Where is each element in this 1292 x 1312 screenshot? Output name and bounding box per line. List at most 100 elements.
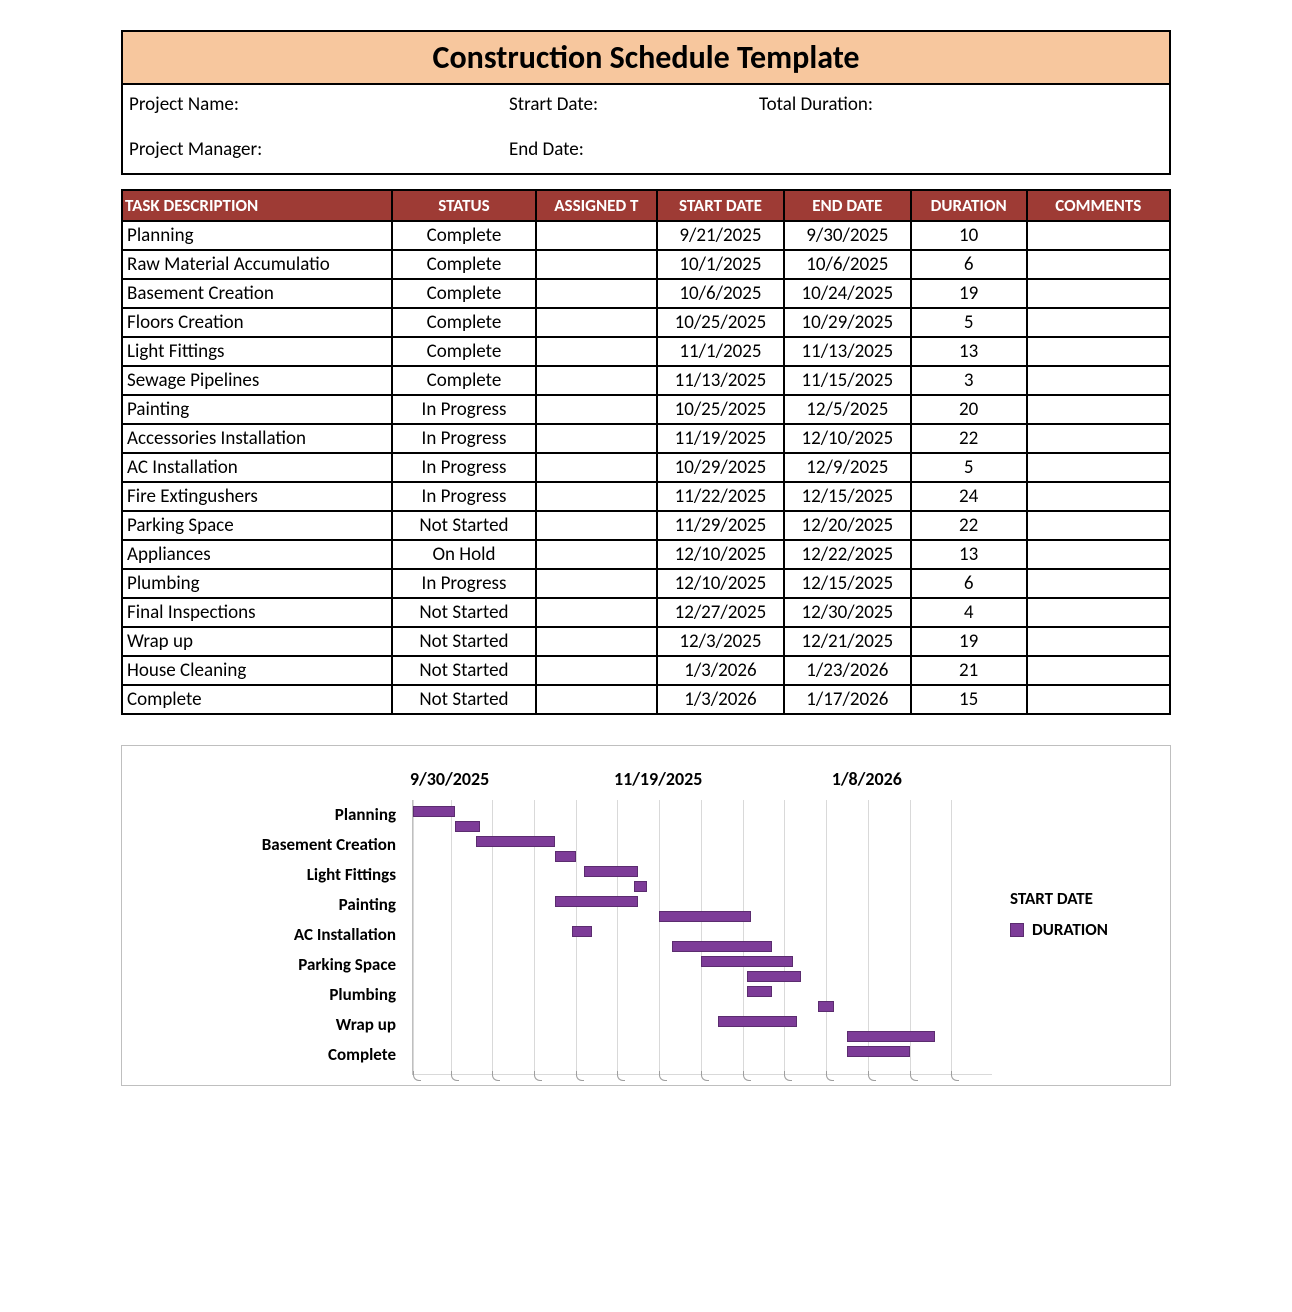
gantt-bar [747,986,772,997]
cell-end: 12/15/2025 [784,569,911,598]
gridline [951,800,952,1075]
cell-end: 9/30/2025 [784,221,911,250]
axis-tick [617,1071,625,1081]
table-row: Parking SpaceNot Started11/29/202512/20/… [122,511,1170,540]
axis-tick [492,1071,500,1081]
cell-start: 9/21/2025 [657,221,784,250]
cell-desc: Floors Creation [122,308,392,337]
y-axis-label: Parking Space [132,950,412,980]
cell-desc: Accessories Installation [122,424,392,453]
cell-status: In Progress [392,453,535,482]
cell-desc: Wrap up [122,627,392,656]
cell-duration: 22 [911,424,1027,453]
cell-status: Not Started [392,511,535,540]
cell-assigned [536,366,657,395]
cell-comments [1027,511,1170,540]
gridline [701,800,702,1075]
cell-comments [1027,308,1170,337]
cell-status: On Hold [392,540,535,569]
gantt-chart: PlanningBasement CreationLight FittingsP… [121,745,1171,1086]
cell-duration: 22 [911,511,1027,540]
cell-end: 10/24/2025 [784,279,911,308]
schedule-template: Construction Schedule Template Project N… [121,30,1171,1086]
cell-duration: 10 [911,221,1027,250]
axis-tick [576,1071,584,1081]
cell-status: Complete [392,308,535,337]
cell-assigned [536,395,657,424]
cell-assigned [536,627,657,656]
axis-tick [659,1071,667,1081]
project-manager-label: Project Manager: [129,138,509,161]
table-row: CompleteNot Started1/3/20261/17/202615 [122,685,1170,714]
y-axis-label: Painting [132,890,412,920]
cell-start: 11/13/2025 [657,366,784,395]
cell-duration: 21 [911,656,1027,685]
cell-start: 10/25/2025 [657,395,784,424]
cell-start: 1/3/2026 [657,656,784,685]
cell-assigned [536,279,657,308]
cell-duration: 19 [911,279,1027,308]
cell-start: 10/1/2025 [657,250,784,279]
cell-status: In Progress [392,395,535,424]
cell-assigned [536,569,657,598]
axis-tick [868,1071,876,1081]
cell-end: 10/6/2025 [784,250,911,279]
cell-duration: 4 [911,598,1027,627]
cell-comments [1027,656,1170,685]
axis-tick [784,1071,792,1081]
cell-desc: Light Fittings [122,337,392,366]
gantt-bar [672,941,772,952]
cell-desc: Plumbing [122,569,392,598]
task-table: TASK DESCRIPTION STATUS ASSIGNED T START… [121,189,1171,715]
cell-status: Complete [392,221,535,250]
table-row: PlumbingIn Progress12/10/202512/15/20256 [122,569,1170,598]
start-date-label: Strart Date: [509,93,759,116]
col-start-date: START DATE [657,190,784,221]
cell-duration: 5 [911,308,1027,337]
legend-swatch-icon [1010,923,1024,937]
gantt-bar [476,836,555,847]
cell-status: In Progress [392,424,535,453]
cell-comments [1027,395,1170,424]
cell-duration: 15 [911,685,1027,714]
cell-desc: Appliances [122,540,392,569]
cell-assigned [536,482,657,511]
cell-status: Not Started [392,685,535,714]
gantt-bar [572,926,593,937]
cell-comments [1027,540,1170,569]
gridline [784,800,785,1075]
gantt-bar [455,821,480,832]
y-axis-label: AC Installation [132,920,412,950]
cell-duration: 13 [911,337,1027,366]
col-end-date: END DATE [784,190,911,221]
gantt-bar [584,866,638,877]
gantt-bar [701,956,793,967]
cell-desc: Parking Space [122,511,392,540]
gantt-bar [718,1016,797,1027]
cell-duration: 20 [911,395,1027,424]
cell-start: 11/19/2025 [657,424,784,453]
cell-start: 11/29/2025 [657,511,784,540]
col-duration: DURATION [911,190,1027,221]
cell-comments [1027,279,1170,308]
cell-start: 1/3/2026 [657,685,784,714]
y-axis-label: Complete [132,1040,412,1070]
cell-duration: 6 [911,569,1027,598]
cell-end: 10/29/2025 [784,308,911,337]
cell-desc: AC Installation [122,453,392,482]
col-comments: COMMENTS [1027,190,1170,221]
table-row: PaintingIn Progress10/25/202512/5/202520 [122,395,1170,424]
gridline [659,800,660,1075]
cell-status: Complete [392,337,535,366]
col-task-description: TASK DESCRIPTION [122,190,392,221]
gantt-y-axis: PlanningBasement CreationLight FittingsP… [132,768,412,1075]
cell-comments [1027,482,1170,511]
axis-tick [743,1071,751,1081]
table-row: AppliancesOn Hold12/10/202512/22/202513 [122,540,1170,569]
cell-status: In Progress [392,482,535,511]
cell-comments [1027,366,1170,395]
cell-assigned [536,424,657,453]
cell-start: 12/27/2025 [657,598,784,627]
gridline [743,800,744,1075]
table-row: PlanningComplete9/21/20259/30/202510 [122,221,1170,250]
